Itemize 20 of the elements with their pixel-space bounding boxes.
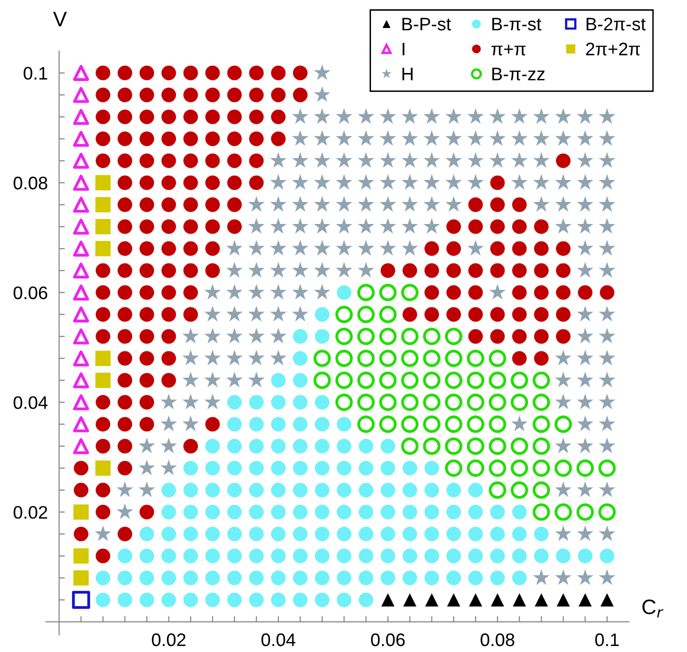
y-tick-label: 0.1 — [24, 66, 48, 80]
x-axis-title: C$_{r}$ — [642, 600, 664, 618]
legend-label: I — [402, 42, 404, 56]
y-tick-label: 0.02 — [14, 506, 48, 519]
legend-label: B-2π-st — [586, 18, 646, 30]
legend-label: B-π-zz — [492, 68, 545, 80]
x-tick-label: 0.04 — [261, 633, 296, 646]
x-tick-label: 0.1 — [595, 633, 619, 646]
x-tick-label: 0.08 — [480, 633, 514, 646]
legend-label: 2π+2π — [586, 42, 640, 56]
legend-label: B-π-st — [492, 18, 542, 30]
y-axis-title: V — [53, 12, 67, 26]
y-tick-label: 0.08 — [14, 176, 48, 190]
y-tick-label: 0.04 — [14, 396, 48, 409]
x-tick-label: 0.06 — [371, 633, 405, 646]
legend-label: B-P-st — [402, 18, 452, 30]
legend-label: H — [402, 68, 413, 80]
legend-label: π+π — [492, 44, 526, 56]
y-tick-label: 0.06 — [14, 286, 48, 300]
x-tick-label: 0.02 — [152, 633, 186, 646]
